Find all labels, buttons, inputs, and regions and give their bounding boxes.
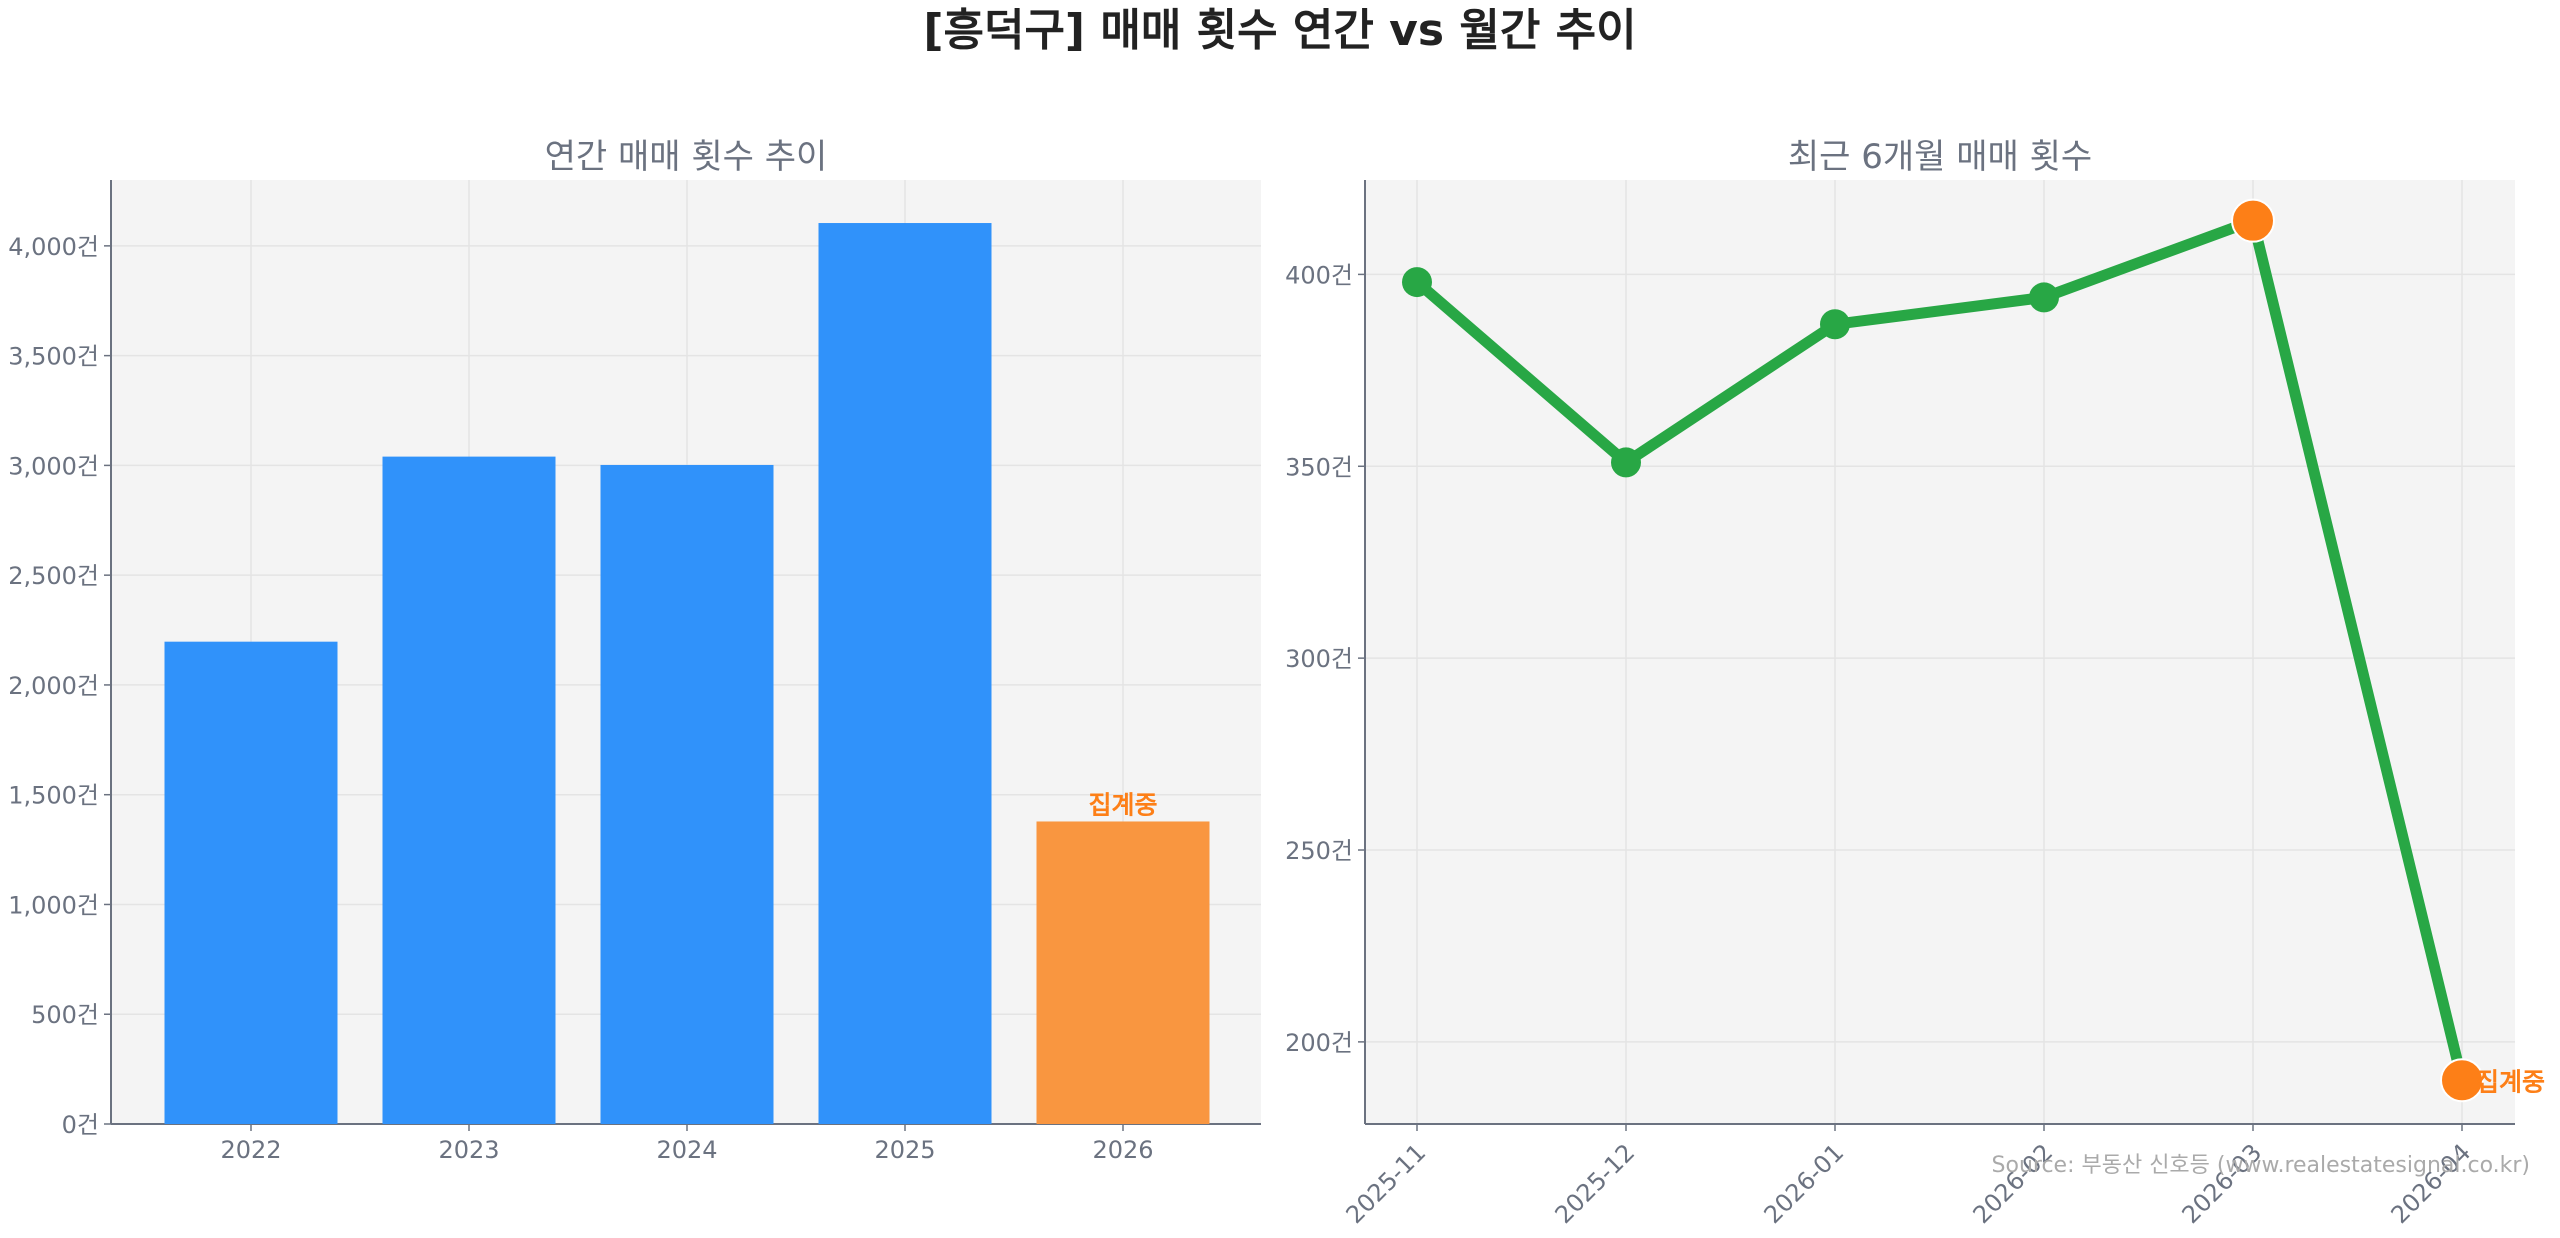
y-tick-label: 350건 [1285,453,1353,481]
y-tick-label: 2,500건 [8,562,99,590]
x-tick-label: 2025-11 [1341,1138,1432,1229]
partial-annotation: 집계중 [2476,1067,2545,1096]
point-2026-02 [2029,282,2059,313]
bar-2025 [818,223,992,1125]
x-tick-label: 2025 [874,1136,935,1164]
x-tick-label: 2024 [656,1136,717,1164]
bar-2026 [1036,821,1210,1124]
monthly-line-chart: 200건 250건 300건 350건 400건 최근 6개월 매매 횟수 2025-11 2… [1285,137,2545,1229]
y-tick-label: 250건 [1285,837,1353,865]
y-tick-label: 400건 [1285,261,1353,289]
bar-2023 [382,456,556,1124]
point-2025-11 [1402,267,1432,298]
y-tick-label: 200건 [1285,1029,1353,1057]
y-tick-label: 3,500건 [8,343,99,371]
bar-2024 [600,464,774,1124]
subplot-title: 연간 매매 횟수 추이 [545,137,828,177]
subplot-title: 최근 6개월 매매 횟수 [1788,137,2092,177]
x-tick-label: 2023 [438,1136,499,1164]
x-tick-label: 2026 [1092,1136,1153,1164]
y-tick-label: 4,000건 [8,233,99,261]
x-tick-label: 2026-01 [1759,1138,1850,1229]
y-tick-label: 1,000건 [8,891,99,919]
figure-title: [흥덕구] 매매 횟수 연간 vs 월간 추이 [923,5,1636,56]
point-2026-03 [2231,198,2275,243]
y-tick-label: 2,000건 [8,672,99,700]
series-line [1413,215,2468,1082]
source-note: Source: 부동산 신호등 (www.realestatesignal.co… [1992,1153,2530,1178]
x-tick-label: 2025-12 [1550,1138,1641,1229]
y-tick-label: 1,500건 [8,782,99,810]
annual-bar-chart: 0건 500건 1,000건 1,500건 2,000건 2,500건 3,000건 3,50… [8,137,1261,1164]
plot-background [1365,180,2515,1124]
y-tick-label: 0건 [62,1111,99,1139]
y-tick-label: 300건 [1285,645,1353,673]
bar-2022 [164,641,338,1124]
x-tick-label: 2022 [220,1136,281,1164]
y-tick-label: 500건 [31,1001,99,1029]
point-2026-01 [1820,309,1850,340]
partial-annotation: 집계중 [1088,790,1157,819]
point-2026-04 [2440,1058,2484,1103]
point-2025-12 [1611,447,1641,478]
y-tick-label: 3,000건 [8,452,99,480]
